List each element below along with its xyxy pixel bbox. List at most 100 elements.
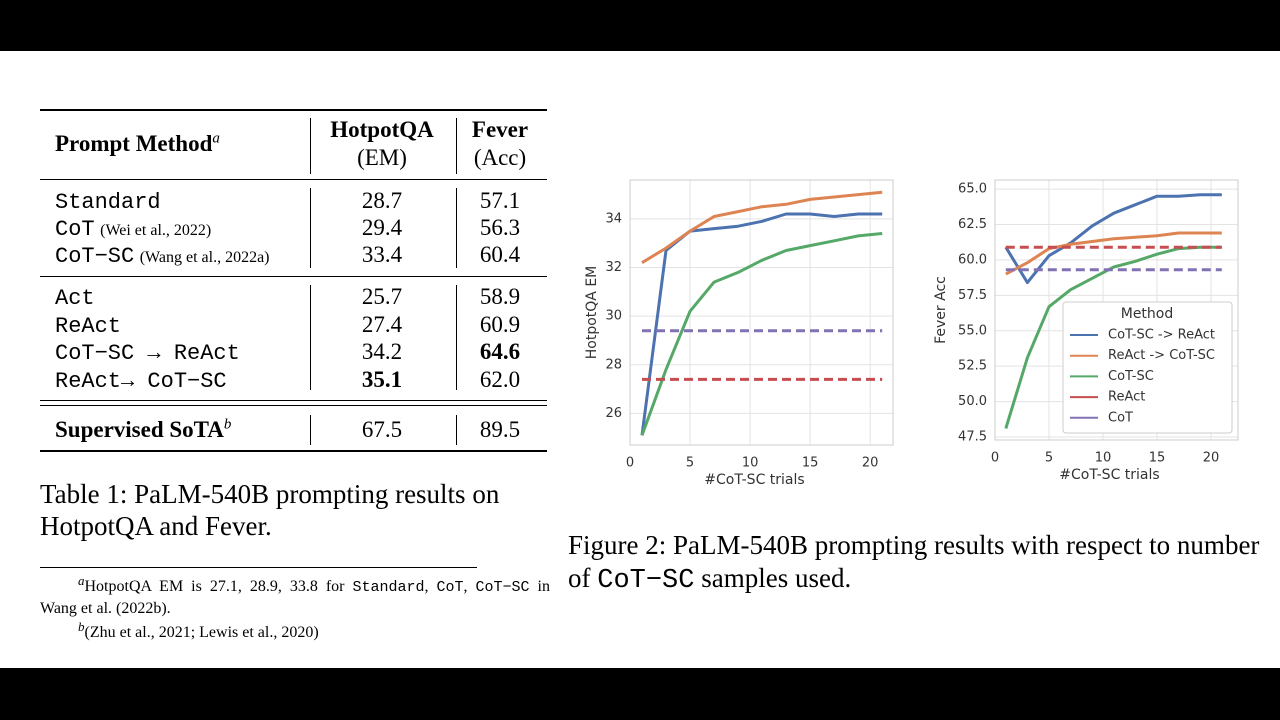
method-name: CoT [55,217,95,242]
header-fever: Fever [471,117,529,142]
cell-hotpotqa: 34.2 [361,339,403,364]
cell-fever: 89.5 [479,417,521,442]
column-rule [456,285,457,390]
cell-fever: 58.9 [479,284,521,309]
text-part: Figure 2: PaLM-540B prompting results wi… [568,530,1260,593]
method-name: ReAct→ CoT−SC [55,369,227,394]
text-part: , [463,578,476,595]
y-tick-label: 34 [605,211,622,226]
plot-frame [994,179,1239,441]
series-line [640,232,883,436]
row-method: CoT−SC (Wang et al., 2022a) [55,241,270,272]
table-rule [40,276,547,277]
cell-fever: 57.1 [479,188,521,213]
footnote-mark: a [78,572,85,588]
row-method: Supervised SoTAb [55,416,231,444]
figure-caption: Figure 2: PaLM-540B prompting results wi… [568,529,1268,598]
table-rule [40,109,547,111]
text-part: CoT−SC [475,579,530,596]
table-rule [40,405,547,406]
cell-hotpotqa: 33.4 [361,242,403,267]
column-rule [310,285,311,390]
legend-box [1062,301,1233,434]
x-tick-label: 10 [1095,451,1112,466]
cell-hotpotqa: 25.7 [361,284,403,309]
cell-fever: 60.4 [479,242,521,267]
method-name: Standard [55,190,161,215]
header-hotpotqa: HotpotQA [330,117,434,142]
x-axis-label: #CoT-SC trials [1059,467,1159,483]
row-method: CoT (Wei et al., 2022) [55,214,211,245]
text-part: in Wang et al. (2022b). [40,578,550,617]
x-tick-label: 10 [742,456,759,471]
header-method: Prompt Methoda [55,130,220,158]
method-name: ReAct [55,314,122,339]
cell-hotpotqa: 35.1 [361,367,403,392]
cell-fever: 62.0 [479,367,521,392]
y-tick-label: 62.5 [958,217,987,232]
y-tick-label: 50.0 [958,394,987,409]
y-tick-label: 47.5 [958,430,987,445]
plot-area [630,180,893,445]
legend-label: ReAct -> CoT-SC [1108,348,1215,363]
text-part: Standard [352,579,425,596]
top-bar [0,0,1280,51]
table-rule [40,400,547,401]
series-line [641,190,883,264]
table-rule [40,450,547,452]
y-axis-label: HotpotQA EM [584,266,600,360]
legend-label: ReAct [1108,390,1145,405]
x-tick-label: 0 [991,451,999,466]
footnote-rule [40,567,477,568]
text-part: , [424,578,437,595]
y-tick-label: 57.5 [958,288,987,303]
row-method: Standard [55,187,161,217]
header-hotpotqa-unit: (EM) [357,145,407,170]
x-tick-label: 15 [802,456,819,471]
column-rule [310,188,311,268]
legend-title: Method [1121,306,1174,322]
row-method: Act [55,283,95,313]
x-tick-label: 20 [862,456,879,471]
row-method: CoT−SC → ReAct [55,338,240,368]
column-rule [456,118,457,174]
cell-fever: 60.9 [479,312,521,337]
column-rule [456,415,457,445]
method-name: CoT−SC → ReAct [55,341,240,366]
y-tick-label: 52.5 [958,359,987,374]
y-tick-label: 26 [605,406,622,421]
method-name: Act [55,286,95,311]
x-tick-label: 0 [626,456,634,471]
y-tick-label: 32 [605,260,622,275]
footnote: b(Zhu et al., 2021; Lewis et al., 2020) [40,620,550,643]
legend-label: CoT-SC -> ReAct [1108,328,1215,343]
text-part: CoT−SC [597,566,695,596]
footnote: aHotpotQA EM is 27.1, 28.9, 33.8 for Sta… [40,572,550,619]
cell-hotpotqa: 27.4 [361,312,403,337]
y-tick-label: 28 [605,357,622,372]
cell-hotpotqa: 67.5 [361,417,403,442]
text-part: HotpotQA EM is 27.1, 28.9, 33.8 for [84,578,353,595]
y-tick-label: 60.0 [958,252,987,267]
legend-label: CoT-SC [1108,369,1154,384]
y-tick-label: 30 [605,309,622,324]
cell-fever: 56.3 [479,215,521,240]
plot-frame [629,179,894,446]
bottom-bar [0,668,1280,720]
x-axis-label: #CoT-SC trials [704,472,804,488]
x-tick-label: 5 [1045,451,1053,466]
method-name: Supervised SoTA [55,417,224,442]
text-part: CoT [436,579,464,596]
cell-hotpotqa: 29.4 [361,215,403,240]
cell-hotpotqa: 28.7 [361,188,403,213]
header-text: Prompt Method [55,131,213,156]
series-line [1004,245,1222,429]
column-rule [310,415,311,445]
y-tick-label: 55.0 [958,323,987,338]
x-tick-label: 15 [1149,451,1166,466]
legend-label: CoT [1108,410,1133,425]
cell-fever: 64.6 [479,339,521,364]
table-caption: Table 1: PaLM-540B prompting results on … [40,479,500,541]
